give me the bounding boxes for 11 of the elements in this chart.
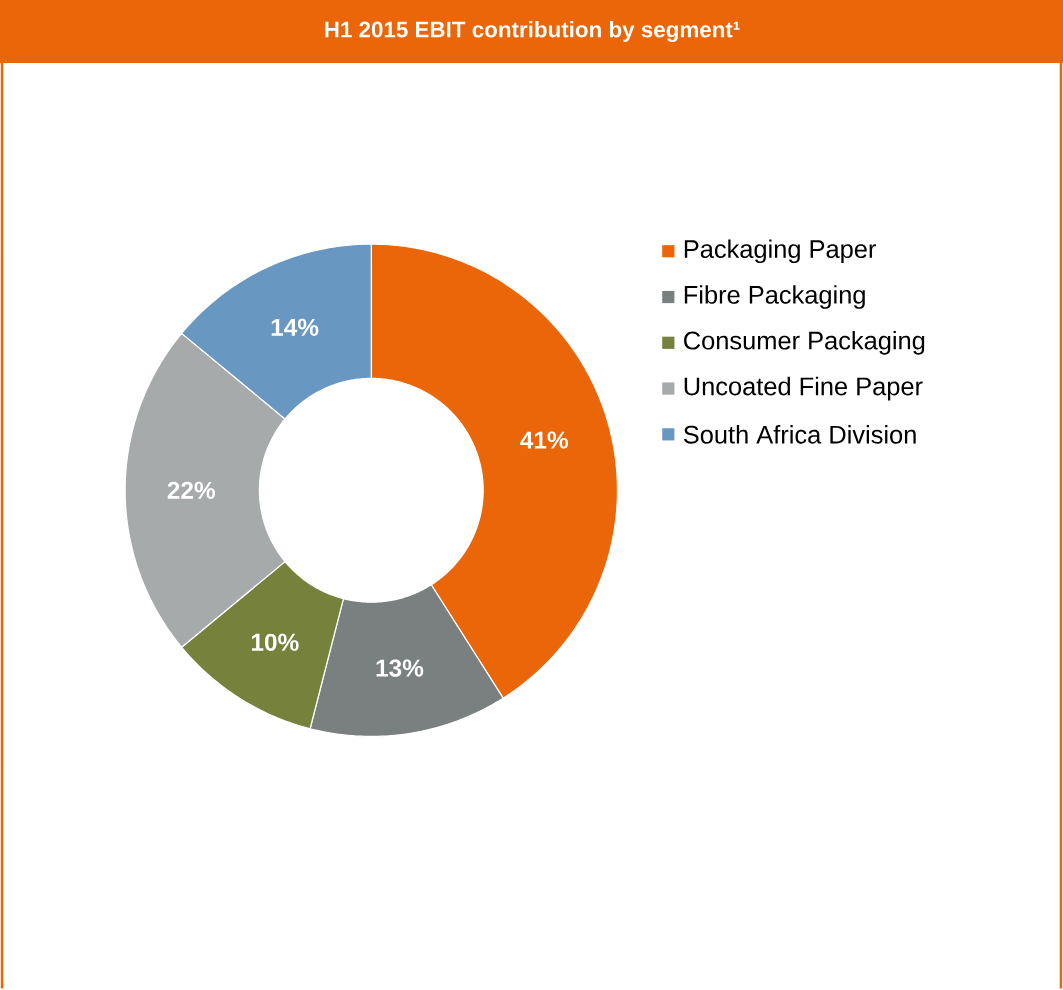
legend-label: Consumer Packaging bbox=[684, 331, 925, 355]
legend-label: South Africa Division bbox=[683, 425, 916, 444]
legend-label: Packaging Paper bbox=[684, 239, 876, 264]
legend-label: Uncoated Fine Paper bbox=[684, 376, 923, 401]
data-label: 22% bbox=[167, 481, 216, 500]
legend-label: Fibre Packaging bbox=[684, 285, 865, 309]
data-label: 14% bbox=[271, 318, 319, 337]
chart-title: H1 2015 EBIT contribution by segment¹ bbox=[325, 21, 740, 43]
data-label: 10% bbox=[251, 633, 299, 652]
data-label: 13% bbox=[376, 659, 424, 677]
data-label: 41% bbox=[520, 431, 568, 449]
